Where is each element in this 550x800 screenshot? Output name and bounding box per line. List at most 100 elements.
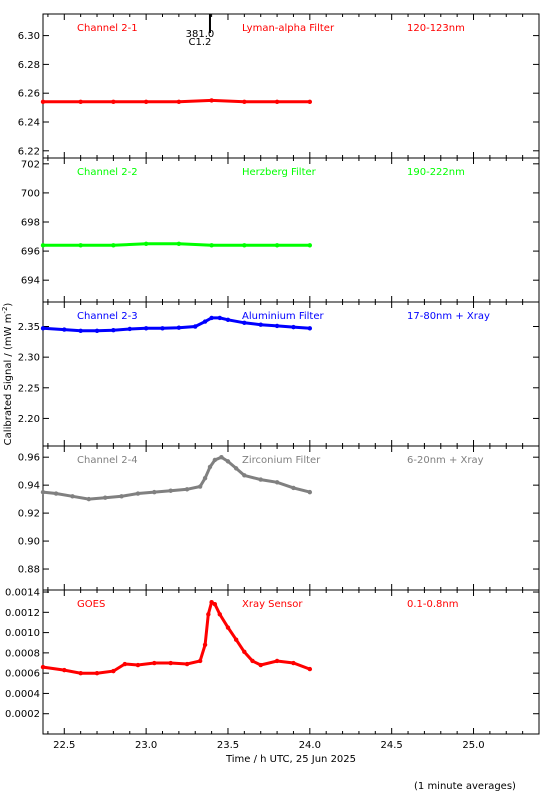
panel-band: 17-80nm + Xray [407, 311, 490, 322]
data-point [202, 475, 208, 481]
data-point [197, 484, 203, 489]
panel-5: 0.0014 0.0012 0.0010 0.0008 0.0006 0.0004 0.00… [5, 588, 540, 735]
data-point [291, 660, 296, 666]
data-point [111, 327, 116, 333]
data-point [135, 491, 141, 496]
data-point [206, 612, 211, 617]
data-point [143, 326, 149, 331]
panel-frame [42, 13, 540, 159]
y-tick-label: 0.94 [18, 481, 40, 492]
data-point [225, 459, 231, 464]
data-point [291, 324, 296, 330]
data-point [207, 464, 213, 470]
panel-band: 6-20nm + Xray [407, 455, 484, 466]
panel-name: GOES [77, 599, 105, 610]
x-tick-label: 24.0 [299, 740, 321, 751]
data-point [78, 328, 83, 333]
y-tick-label: 0.0008 [5, 648, 40, 659]
data-point [152, 660, 157, 666]
y-tick-label: 698 [21, 218, 40, 229]
y-tick-label: 0.0006 [5, 669, 40, 680]
y-tick-label: 0.0012 [5, 608, 40, 619]
data-point [40, 99, 46, 105]
data-point [242, 473, 247, 478]
y-tick-label: 0.90 [18, 537, 40, 548]
data-point [40, 664, 46, 670]
data-point [168, 660, 173, 666]
panel-2: 702 700 698 696 694 Channel 2-2 Herzberg Filte… [21, 157, 540, 303]
panel-band: 0.1-0.8nm [407, 599, 459, 610]
data-point [86, 496, 92, 502]
data-point [40, 489, 46, 495]
x-tick-label: 22.5 [53, 740, 75, 751]
y-tick-label: 0.0014 [5, 588, 40, 599]
data-point [70, 494, 75, 499]
data-point [233, 637, 239, 642]
data-point [242, 99, 247, 105]
data-point [274, 323, 280, 329]
panel-name: Channel 2-2 [77, 167, 138, 178]
footnote: (1 minute averages) [414, 781, 516, 792]
data-point [274, 243, 280, 248]
y-tick-label: 6.30 [18, 31, 40, 42]
data-point [176, 99, 182, 105]
series-line [42, 455, 311, 501]
data-point [119, 494, 124, 499]
y-tick-label: 0.92 [18, 509, 40, 520]
data-point [168, 488, 173, 493]
panel-filter: Zirconium Filter [242, 455, 321, 466]
panel-name: Channel 2-1 [77, 23, 138, 34]
panel-band: 190-222nm [407, 167, 465, 178]
y-tick-label: 6.28 [18, 60, 40, 71]
x-axis-title: Time / h UTC, 25 Jun 2025 [225, 754, 356, 765]
data-point [274, 658, 280, 664]
y-tick-label: 694 [21, 276, 40, 287]
y-tick-label: 2.35 [18, 322, 40, 333]
y-tick-label: 0.0010 [5, 628, 40, 639]
data-point [111, 243, 116, 248]
data-point [197, 658, 203, 664]
data-point [242, 243, 247, 248]
data-point [184, 487, 190, 492]
x-tick-label: 23.5 [217, 740, 239, 751]
y-tick-label: 6.22 [18, 146, 40, 157]
data-point [143, 99, 149, 105]
data-point [274, 99, 280, 105]
x-tick-label: 23.0 [135, 740, 157, 751]
panel-filter: Xray Sensor [242, 599, 303, 610]
data-point [202, 319, 208, 324]
data-point [78, 670, 83, 676]
data-point [225, 625, 231, 630]
panel-frame [42, 445, 540, 591]
data-point [122, 661, 128, 667]
data-point [152, 489, 157, 495]
data-point [176, 325, 182, 330]
data-point [219, 454, 224, 460]
panel-frame [42, 157, 540, 303]
data-point [291, 485, 296, 491]
y-tick-label: 2.30 [18, 353, 40, 364]
data-point [62, 667, 67, 673]
x-tick-label: 24.5 [381, 740, 403, 751]
y-tick-label: 700 [21, 188, 40, 199]
panel-filter: Aluminium Filter [242, 311, 325, 322]
data-point [242, 649, 247, 655]
panel-name: Channel 2-3 [77, 311, 138, 322]
data-point [307, 666, 313, 672]
data-point [307, 99, 313, 105]
data-point [193, 324, 198, 329]
y-tick-label: 6.26 [18, 89, 40, 100]
y-tick-label: 2.25 [18, 383, 40, 394]
data-point [94, 328, 100, 333]
y-tick-label: 2.20 [18, 414, 40, 425]
data-point [274, 480, 280, 485]
data-point [233, 466, 239, 471]
panel-band: 120-123nm [407, 23, 465, 34]
data-point [209, 243, 214, 248]
data-point [176, 241, 182, 247]
data-point [209, 315, 214, 321]
panel-4: 0.96 0.94 0.92 0.90 0.88 Channel 2-4 Zirconium… [18, 445, 540, 591]
data-point [212, 601, 218, 607]
panel-3: 2.35 2.30 2.25 2.20 Channel 2-3 Aluminium Fil… [18, 301, 540, 447]
